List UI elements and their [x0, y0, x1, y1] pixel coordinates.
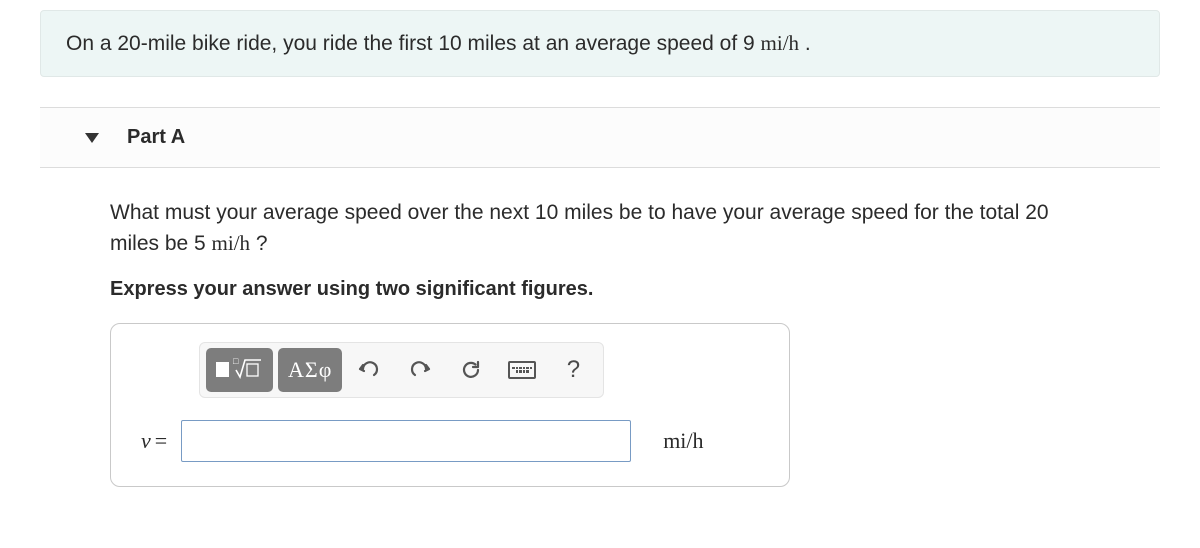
- problem-unit: mi/h: [761, 31, 800, 55]
- equals-sign: =: [155, 428, 167, 453]
- problem-text-before: On a 20-mile bike ride, you ride the fir…: [66, 32, 761, 55]
- equation-toolbar: □ ΑΣφ: [199, 342, 604, 398]
- reset-icon: [459, 358, 483, 382]
- templates-button[interactable]: □: [206, 348, 273, 392]
- help-label: ?: [567, 356, 580, 384]
- question-text: What must your average speed over the ne…: [110, 198, 1100, 260]
- templates-icon: □: [216, 355, 263, 385]
- redo-button[interactable]: [396, 348, 444, 392]
- part-title: Part A: [127, 126, 185, 149]
- part-header-section: Part A: [40, 107, 1160, 168]
- collapse-arrow-icon: [85, 133, 99, 143]
- greek-symbols-button[interactable]: ΑΣφ: [278, 348, 342, 392]
- question-after: ?: [250, 232, 268, 255]
- question-unit: mi/h: [212, 231, 251, 255]
- undo-button[interactable]: [345, 348, 393, 392]
- keyboard-button[interactable]: [498, 348, 546, 392]
- reset-button[interactable]: [447, 348, 495, 392]
- greek-label: ΑΣφ: [288, 357, 332, 383]
- answer-input[interactable]: [181, 420, 631, 462]
- redo-icon: [408, 358, 432, 382]
- keyboard-icon: [508, 361, 536, 379]
- answer-row: v= mi/h: [141, 420, 759, 462]
- variable-symbol: v: [141, 428, 151, 453]
- part-content: What must your average speed over the ne…: [40, 198, 1160, 487]
- problem-text-after: .: [799, 32, 811, 55]
- svg-text:□: □: [233, 356, 239, 366]
- part-header[interactable]: Part A: [40, 126, 1160, 149]
- variable-label: v=: [141, 428, 167, 454]
- help-button[interactable]: ?: [549, 348, 597, 392]
- undo-icon: [357, 358, 381, 382]
- problem-statement: On a 20-mile bike ride, you ride the fir…: [40, 10, 1160, 77]
- answer-instruction: Express your answer using two significan…: [110, 278, 1100, 301]
- answer-unit: mi/h: [663, 428, 703, 454]
- answer-box: □ ΑΣφ: [110, 323, 790, 487]
